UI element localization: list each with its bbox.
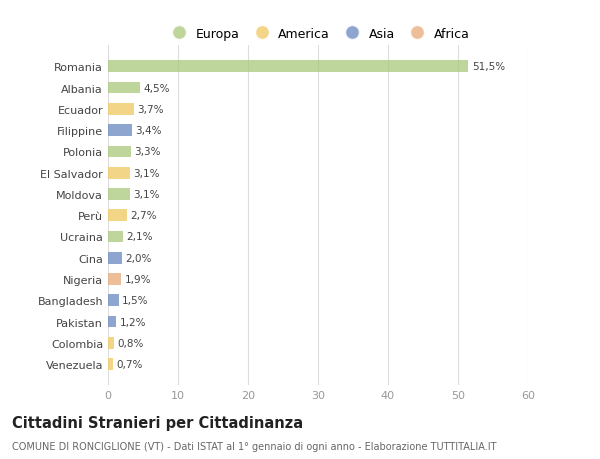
Text: 2,1%: 2,1%: [126, 232, 152, 242]
Text: 0,8%: 0,8%: [117, 338, 143, 348]
Text: 1,5%: 1,5%: [122, 296, 149, 306]
Bar: [108, 168, 130, 179]
Bar: [108, 337, 113, 349]
Bar: [108, 210, 127, 222]
Text: 0,7%: 0,7%: [116, 359, 143, 369]
Bar: [108, 231, 123, 243]
Text: 3,1%: 3,1%: [133, 190, 160, 200]
Text: 51,5%: 51,5%: [472, 62, 505, 72]
Bar: [108, 125, 132, 137]
Text: 3,7%: 3,7%: [137, 105, 164, 115]
Text: 3,1%: 3,1%: [133, 168, 160, 178]
Bar: [108, 189, 130, 200]
Bar: [108, 316, 116, 328]
Text: Cittadini Stranieri per Cittadinanza: Cittadini Stranieri per Cittadinanza: [12, 415, 303, 431]
Bar: [108, 104, 134, 116]
Text: 2,0%: 2,0%: [125, 253, 152, 263]
Bar: [108, 252, 122, 264]
Bar: [108, 83, 139, 94]
Text: 2,7%: 2,7%: [130, 211, 157, 221]
Bar: [108, 62, 469, 73]
Bar: [108, 146, 131, 158]
Text: 3,4%: 3,4%: [135, 126, 162, 136]
Text: 1,2%: 1,2%: [120, 317, 146, 327]
Text: 1,9%: 1,9%: [125, 274, 151, 285]
Bar: [108, 358, 113, 370]
Legend: Europa, America, Asia, Africa: Europa, America, Asia, Africa: [164, 25, 472, 43]
Text: 3,3%: 3,3%: [134, 147, 161, 157]
Bar: [108, 274, 121, 285]
Text: COMUNE DI RONCIGLIONE (VT) - Dati ISTAT al 1° gennaio di ogni anno - Elaborazion: COMUNE DI RONCIGLIONE (VT) - Dati ISTAT …: [12, 441, 497, 451]
Bar: [108, 295, 119, 307]
Text: 4,5%: 4,5%: [143, 84, 170, 93]
